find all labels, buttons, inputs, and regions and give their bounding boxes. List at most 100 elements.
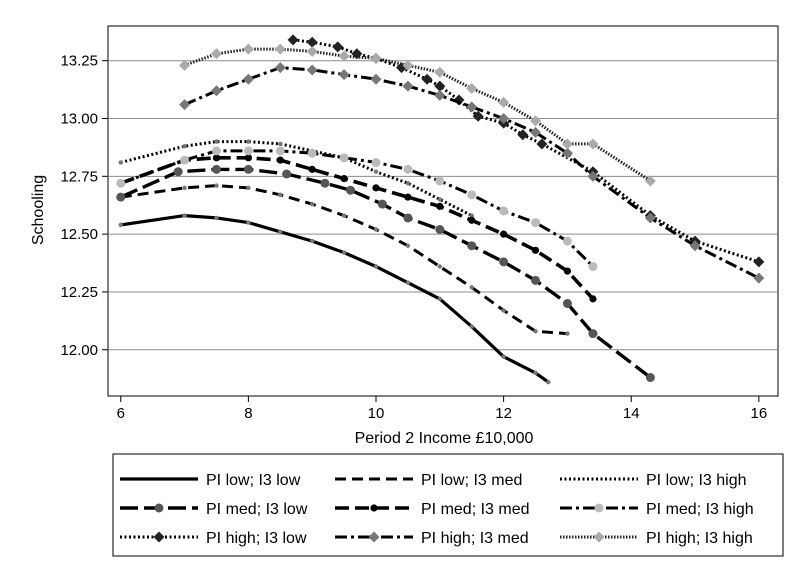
data-point <box>116 192 126 202</box>
data-point <box>469 285 474 290</box>
data-point <box>533 329 538 334</box>
data-point <box>588 329 598 339</box>
legend-label: PI low; I3 high <box>646 472 747 489</box>
data-point <box>243 164 253 174</box>
data-point <box>373 264 379 269</box>
data-point <box>517 129 529 141</box>
data-point <box>588 262 598 271</box>
data-point <box>437 197 443 202</box>
gridlines <box>108 60 778 351</box>
data-point <box>154 503 164 513</box>
data-point <box>340 175 348 183</box>
data-point <box>469 324 474 329</box>
data-point <box>435 225 445 234</box>
data-point <box>345 185 355 195</box>
data-point <box>242 43 254 55</box>
data-point <box>211 146 221 156</box>
data-point <box>753 256 765 268</box>
data-point <box>587 170 599 182</box>
data-point <box>437 296 443 302</box>
data-point <box>466 101 478 113</box>
data-point <box>499 257 509 267</box>
y-axis-title: Schooling <box>30 175 47 245</box>
data-point <box>211 164 221 174</box>
legend-label: PI low; I3 low <box>206 472 301 489</box>
data-point <box>593 531 605 543</box>
data-point <box>282 169 292 179</box>
data-point <box>373 169 379 174</box>
data-point <box>405 243 411 248</box>
data-point <box>499 206 509 216</box>
legend-label: PI med; I3 med <box>421 501 530 518</box>
data-point <box>377 199 387 209</box>
data-point <box>594 503 604 513</box>
data-point <box>370 52 382 64</box>
data-point <box>404 193 412 201</box>
data-point <box>320 178 330 188</box>
data-point <box>368 531 380 543</box>
legend-label: PI med; I3 high <box>646 501 754 518</box>
data-point <box>179 59 191 71</box>
legend-item: PI low; I3 low <box>120 472 301 489</box>
data-point <box>338 50 350 62</box>
data-point <box>498 96 510 108</box>
data-point <box>472 110 484 122</box>
x-tick-label: 16 <box>751 405 768 422</box>
data-point <box>405 181 411 186</box>
legend-item: PI low; I3 med <box>335 472 522 489</box>
legend-label: PI med; I3 low <box>206 501 308 518</box>
data-point <box>565 331 570 336</box>
data-point <box>530 115 542 127</box>
data-point <box>469 213 474 218</box>
data-point <box>753 272 765 284</box>
data-point <box>421 73 433 85</box>
data-point <box>275 146 285 156</box>
legend-item: PI low; I3 high <box>560 472 747 489</box>
data-point <box>403 164 413 174</box>
series-line <box>120 214 550 384</box>
data-point <box>434 89 446 101</box>
data-point <box>435 176 445 186</box>
series-line <box>292 38 760 264</box>
data-point <box>179 99 191 111</box>
data-point <box>276 156 284 164</box>
x-tick-label: 10 <box>368 405 385 422</box>
data-point <box>180 155 190 165</box>
data-point <box>309 238 315 244</box>
y-tick-label: 12.75 <box>60 168 98 185</box>
data-point <box>338 69 350 81</box>
x-tick-label: 14 <box>623 405 640 422</box>
data-point <box>402 80 414 92</box>
data-point <box>246 220 251 225</box>
data-point <box>278 192 283 198</box>
data-point <box>467 241 477 251</box>
data-point <box>341 250 347 255</box>
data-point <box>243 146 253 156</box>
data-point <box>278 141 283 147</box>
series-8 <box>179 43 656 187</box>
y-tick-label: 12.00 <box>60 342 98 359</box>
axes: 12.00 12.25 12.50 12.75 13.00 13.25 6 8 10 12 14 16 <box>60 53 767 422</box>
series-0 <box>118 213 551 385</box>
data-point <box>403 213 413 223</box>
plot-area <box>107 25 779 397</box>
data-point <box>531 246 540 254</box>
legend-item: PI med; I3 med <box>335 501 530 518</box>
data-point <box>214 183 219 188</box>
legend-item: PI high; I3 high <box>560 530 753 547</box>
legend-label: PI high; I3 med <box>421 530 529 547</box>
data-point <box>468 216 476 224</box>
x-tick-label: 12 <box>495 405 512 422</box>
data-point <box>370 73 382 85</box>
legend-label: PI high; I3 high <box>646 530 753 547</box>
data-point <box>212 154 221 162</box>
data-point <box>589 295 597 303</box>
data-point <box>309 201 315 207</box>
data-point <box>278 229 283 235</box>
data-point <box>246 139 251 144</box>
y-tick-label: 12.50 <box>60 226 98 243</box>
legend-item: PI high; I3 low <box>120 530 307 547</box>
data-point <box>500 230 508 238</box>
data-point <box>563 267 572 275</box>
